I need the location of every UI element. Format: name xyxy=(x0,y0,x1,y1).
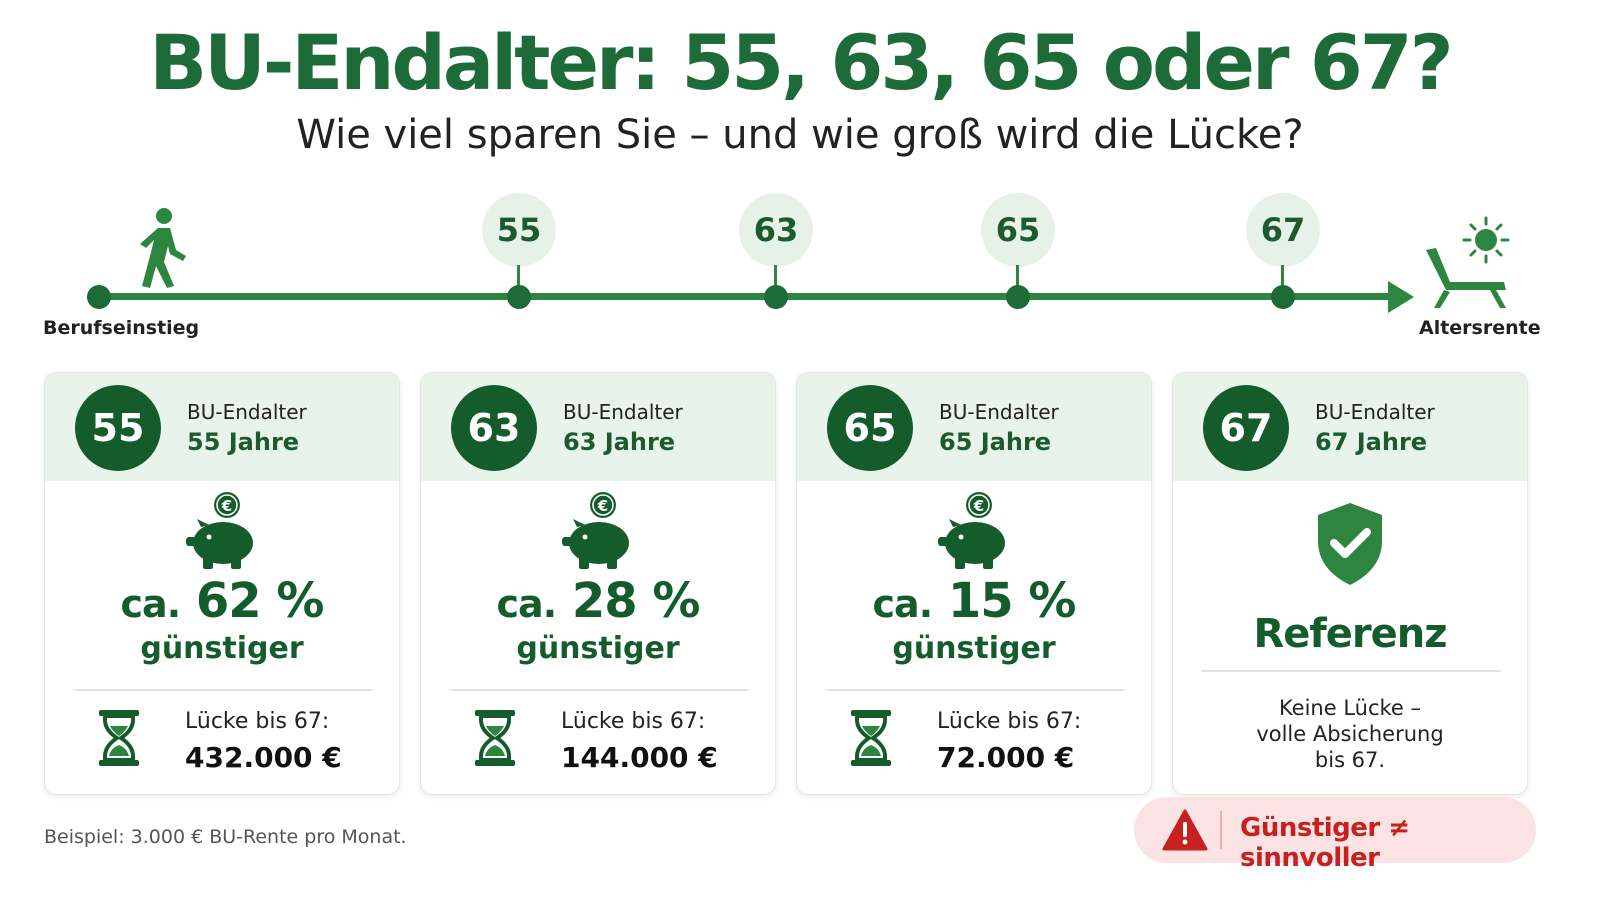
shield-check-icon xyxy=(1318,503,1382,585)
warning-text: Günstiger ≠ sinnvoller xyxy=(1240,813,1410,873)
page-title: BU-Endalter: 55, 63, 65 oder 67? xyxy=(149,18,1454,107)
card-label: BU-Endalter xyxy=(939,400,1059,424)
timeline-dot xyxy=(764,285,788,309)
gap-value: 432.000 € xyxy=(185,741,342,774)
card-years: 63 Jahre xyxy=(563,428,676,456)
reference-label: Referenz xyxy=(1253,611,1447,657)
svg-text:€: € xyxy=(597,497,608,515)
timeline-start-label: Berufseinstieg xyxy=(43,317,200,339)
card-label: BU-Endalter xyxy=(187,400,307,424)
no-gap-line: bis 67. xyxy=(1314,748,1386,772)
card-divider xyxy=(825,689,1125,691)
warning-triangle-icon xyxy=(1162,809,1208,851)
card-age-badge: 63 xyxy=(451,385,537,471)
cheaper-label: günstiger xyxy=(892,631,1056,666)
savings-percent: ca. 28 % xyxy=(421,573,775,629)
gap-value: 144.000 € xyxy=(561,741,718,774)
career-timeline: Berufseinstieg 55 63 65 67 Altersrente xyxy=(0,190,1600,360)
no-gap-text: Keine Lücke – volle Absicherung bis 67. xyxy=(1173,695,1527,773)
svg-text:€: € xyxy=(973,497,984,515)
timeline-end-label: Altersrente xyxy=(1419,317,1541,339)
percent-value: 15 % xyxy=(947,573,1077,629)
warning-separator xyxy=(1220,811,1222,849)
gap-label: Lücke bis 67: xyxy=(561,709,706,734)
timeline-start-dot xyxy=(87,285,111,309)
piggy-bank-euro-icon: € xyxy=(562,492,629,569)
percent-value: 28 % xyxy=(571,573,701,629)
card-header: 55 BU-Endalter 55 Jahre xyxy=(45,373,399,481)
no-gap-line: volle Absicherung xyxy=(1256,722,1444,746)
card-header: 65 BU-Endalter 65 Jahre xyxy=(797,373,1151,481)
option-card-65: 65 BU-Endalter 65 Jahre € ca. 15 % günst… xyxy=(796,372,1152,795)
no-gap-line: Keine Lücke – xyxy=(1278,696,1422,720)
timeline-stem xyxy=(517,265,520,287)
gap-label: Lücke bis 67: xyxy=(185,709,330,734)
card-label: BU-Endalter xyxy=(1315,400,1435,424)
card-header: 67 BU-Endalter 67 Jahre xyxy=(1173,373,1527,481)
card-divider xyxy=(449,689,749,691)
sun-lounger-icon xyxy=(1426,216,1510,308)
hourglass-icon xyxy=(475,710,515,766)
cheaper-label: günstiger xyxy=(516,631,680,666)
card-label: BU-Endalter xyxy=(563,400,683,424)
timeline-dot xyxy=(1271,285,1295,309)
timeline-stem xyxy=(1281,265,1284,287)
cheaper-label: günstiger xyxy=(140,631,304,666)
percent-value: 62 % xyxy=(195,573,325,629)
timeline-stem xyxy=(774,265,777,287)
card-age-badge: 65 xyxy=(827,385,913,471)
option-card-67: 67 BU-Endalter 67 Jahre Referenz Keine L… xyxy=(1172,372,1528,795)
card-age-badge: 55 xyxy=(75,385,161,471)
piggy-bank-euro-icon: € xyxy=(186,492,253,569)
savings-percent: ca. 62 % xyxy=(45,573,399,629)
approx-prefix: ca. xyxy=(496,582,558,626)
timeline-stem xyxy=(1016,265,1019,287)
card-divider xyxy=(73,689,373,691)
svg-text:€: € xyxy=(221,497,232,515)
timeline-milestone-63: 63 xyxy=(739,193,813,267)
timeline-dot xyxy=(1006,285,1030,309)
approx-prefix: ca. xyxy=(872,582,934,626)
option-card-63: 63 BU-Endalter 63 Jahre € ca. 28 % günst… xyxy=(420,372,776,795)
savings-percent: ca. 15 % xyxy=(797,573,1151,629)
option-card-55: 55 BU-Endalter 55 Jahre € ca. 62 % günst… xyxy=(44,372,400,795)
footnote: Beispiel: 3.000 € BU-Rente pro Monat. xyxy=(44,826,407,848)
timeline-milestone-65: 65 xyxy=(981,193,1055,267)
hourglass-icon xyxy=(851,710,891,766)
card-years: 67 Jahre xyxy=(1315,428,1428,456)
timeline-milestone-55: 55 xyxy=(482,193,556,267)
timeline-line xyxy=(100,293,1390,300)
approx-prefix: ca. xyxy=(120,582,182,626)
gap-label: Lücke bis 67: xyxy=(937,709,1082,734)
page-subtitle: Wie viel sparen Sie – und wie groß wird … xyxy=(296,112,1304,158)
card-years: 55 Jahre xyxy=(187,428,300,456)
card-header: 63 BU-Endalter 63 Jahre xyxy=(421,373,775,481)
walking-person-icon xyxy=(140,208,186,288)
card-years: 65 Jahre xyxy=(939,428,1052,456)
card-divider xyxy=(1201,670,1501,672)
hourglass-icon xyxy=(99,710,139,766)
warning-badge: Günstiger ≠ sinnvoller xyxy=(1134,797,1536,873)
gap-value: 72.000 € xyxy=(937,741,1075,774)
timeline-dot xyxy=(507,285,531,309)
piggy-bank-euro-icon: € xyxy=(938,492,1005,569)
card-age-badge: 67 xyxy=(1203,385,1289,471)
timeline-milestone-67: 67 xyxy=(1246,193,1320,267)
timeline-arrowhead xyxy=(1388,281,1414,313)
